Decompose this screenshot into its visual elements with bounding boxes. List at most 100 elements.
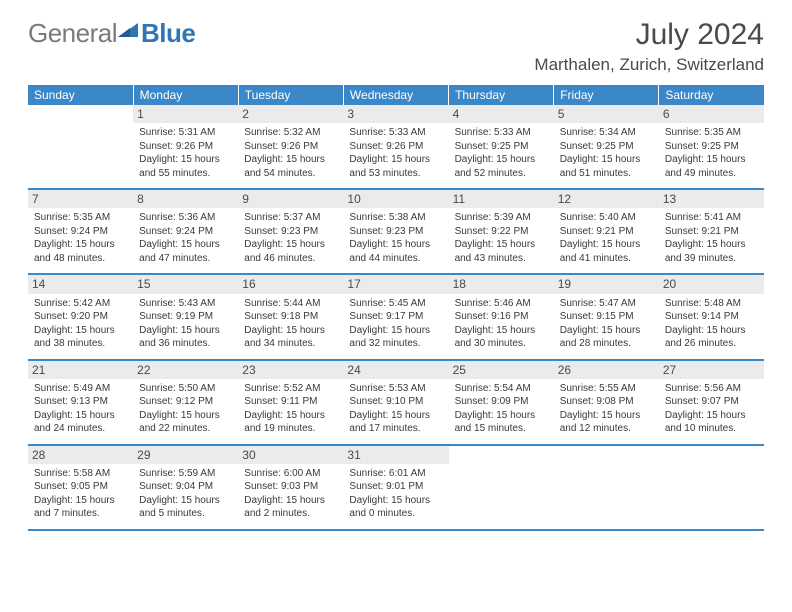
calendar-day-cell: 25Sunrise: 5:54 AMSunset: 9:09 PMDayligh…	[449, 360, 554, 445]
calendar-day-cell: 21Sunrise: 5:49 AMSunset: 9:13 PMDayligh…	[28, 360, 133, 445]
calendar-day-cell: 5Sunrise: 5:34 AMSunset: 9:25 PMDaylight…	[554, 105, 659, 189]
day-sunrise: Sunrise: 5:44 AM	[244, 297, 337, 311]
calendar-day-cell	[449, 445, 554, 530]
calendar-day-cell: 14Sunrise: 5:42 AMSunset: 9:20 PMDayligh…	[28, 274, 133, 359]
day-sunrise: Sunrise: 5:45 AM	[349, 297, 442, 311]
day-sunset: Sunset: 9:04 PM	[139, 480, 232, 494]
weekday-header: Thursday	[449, 85, 554, 105]
day-sunset: Sunset: 9:08 PM	[560, 395, 653, 409]
day-sunset: Sunset: 9:24 PM	[34, 225, 127, 239]
day-number: 27	[659, 361, 764, 379]
day-sunrise: Sunrise: 5:49 AM	[34, 382, 127, 396]
day-number: 14	[28, 275, 133, 293]
day-number: 25	[449, 361, 554, 379]
day-sunset: Sunset: 9:16 PM	[455, 310, 548, 324]
calendar-day-cell: 13Sunrise: 5:41 AMSunset: 9:21 PMDayligh…	[659, 189, 764, 274]
day-number: 7	[28, 190, 133, 208]
day-sunrise: Sunrise: 5:37 AM	[244, 211, 337, 225]
day-number: 2	[238, 105, 343, 123]
day-dl2: and 49 minutes.	[665, 167, 758, 181]
day-number: 5	[554, 105, 659, 123]
day-sunset: Sunset: 9:17 PM	[349, 310, 442, 324]
day-dl1: Daylight: 15 hours	[139, 494, 232, 508]
day-number: 20	[659, 275, 764, 293]
day-number: 11	[449, 190, 554, 208]
day-dl2: and 43 minutes.	[455, 252, 548, 266]
day-dl1: Daylight: 15 hours	[560, 153, 653, 167]
day-dl2: and 54 minutes.	[244, 167, 337, 181]
day-sunset: Sunset: 9:13 PM	[34, 395, 127, 409]
calendar-day-cell: 29Sunrise: 5:59 AMSunset: 9:04 PMDayligh…	[133, 445, 238, 530]
day-dl2: and 17 minutes.	[349, 422, 442, 436]
day-dl1: Daylight: 15 hours	[34, 494, 127, 508]
location-text: Marthalen, Zurich, Switzerland	[534, 55, 764, 75]
logo: General Blue	[28, 18, 195, 49]
day-sunset: Sunset: 9:21 PM	[665, 225, 758, 239]
day-sunrise: Sunrise: 5:53 AM	[349, 382, 442, 396]
day-number: 9	[238, 190, 343, 208]
day-dl2: and 41 minutes.	[560, 252, 653, 266]
calendar-day-cell: 3Sunrise: 5:33 AMSunset: 9:26 PMDaylight…	[343, 105, 448, 189]
day-sunset: Sunset: 9:12 PM	[139, 395, 232, 409]
day-dl1: Daylight: 15 hours	[455, 238, 548, 252]
day-dl2: and 10 minutes.	[665, 422, 758, 436]
day-dl1: Daylight: 15 hours	[560, 409, 653, 423]
day-dl1: Daylight: 15 hours	[665, 409, 758, 423]
calendar-day-cell: 4Sunrise: 5:33 AMSunset: 9:25 PMDaylight…	[449, 105, 554, 189]
day-dl1: Daylight: 15 hours	[244, 409, 337, 423]
day-dl1: Daylight: 15 hours	[139, 324, 232, 338]
day-dl1: Daylight: 15 hours	[34, 238, 127, 252]
day-sunset: Sunset: 9:26 PM	[244, 140, 337, 154]
day-dl1: Daylight: 15 hours	[665, 153, 758, 167]
day-dl2: and 30 minutes.	[455, 337, 548, 351]
logo-text-gray: General	[28, 18, 117, 49]
day-sunrise: Sunrise: 5:35 AM	[665, 126, 758, 140]
day-dl2: and 55 minutes.	[139, 167, 232, 181]
calendar-day-cell: 20Sunrise: 5:48 AMSunset: 9:14 PMDayligh…	[659, 274, 764, 359]
calendar-day-cell: 10Sunrise: 5:38 AMSunset: 9:23 PMDayligh…	[343, 189, 448, 274]
calendar-week-row: 14Sunrise: 5:42 AMSunset: 9:20 PMDayligh…	[28, 274, 764, 359]
day-sunset: Sunset: 9:03 PM	[244, 480, 337, 494]
day-sunrise: Sunrise: 5:58 AM	[34, 467, 127, 481]
day-dl2: and 19 minutes.	[244, 422, 337, 436]
day-number: 23	[238, 361, 343, 379]
calendar-table: SundayMondayTuesdayWednesdayThursdayFrid…	[28, 85, 764, 531]
day-sunrise: Sunrise: 5:40 AM	[560, 211, 653, 225]
title-block: July 2024 Marthalen, Zurich, Switzerland	[534, 18, 764, 75]
calendar-week-row: 1Sunrise: 5:31 AMSunset: 9:26 PMDaylight…	[28, 105, 764, 189]
day-sunset: Sunset: 9:24 PM	[139, 225, 232, 239]
day-sunrise: Sunrise: 6:01 AM	[349, 467, 442, 481]
day-sunrise: Sunrise: 5:50 AM	[139, 382, 232, 396]
day-number: 19	[554, 275, 659, 293]
day-dl1: Daylight: 15 hours	[244, 324, 337, 338]
day-dl2: and 51 minutes.	[560, 167, 653, 181]
calendar-day-cell: 2Sunrise: 5:32 AMSunset: 9:26 PMDaylight…	[238, 105, 343, 189]
day-number: 3	[343, 105, 448, 123]
day-dl2: and 24 minutes.	[34, 422, 127, 436]
day-sunset: Sunset: 9:23 PM	[244, 225, 337, 239]
calendar-day-cell: 15Sunrise: 5:43 AMSunset: 9:19 PMDayligh…	[133, 274, 238, 359]
day-dl1: Daylight: 15 hours	[560, 324, 653, 338]
calendar-day-cell: 31Sunrise: 6:01 AMSunset: 9:01 PMDayligh…	[343, 445, 448, 530]
day-dl1: Daylight: 15 hours	[244, 153, 337, 167]
day-number: 8	[133, 190, 238, 208]
calendar-day-cell: 30Sunrise: 6:00 AMSunset: 9:03 PMDayligh…	[238, 445, 343, 530]
day-sunset: Sunset: 9:18 PM	[244, 310, 337, 324]
calendar-day-cell	[554, 445, 659, 530]
calendar-header-row: SundayMondayTuesdayWednesdayThursdayFrid…	[28, 85, 764, 105]
day-number: 4	[449, 105, 554, 123]
day-sunrise: Sunrise: 5:36 AM	[139, 211, 232, 225]
calendar-day-cell: 12Sunrise: 5:40 AMSunset: 9:21 PMDayligh…	[554, 189, 659, 274]
day-sunrise: Sunrise: 5:34 AM	[560, 126, 653, 140]
calendar-day-cell: 16Sunrise: 5:44 AMSunset: 9:18 PMDayligh…	[238, 274, 343, 359]
day-dl1: Daylight: 15 hours	[349, 494, 442, 508]
day-sunset: Sunset: 9:11 PM	[244, 395, 337, 409]
day-dl2: and 0 minutes.	[349, 507, 442, 521]
day-dl2: and 26 minutes.	[665, 337, 758, 351]
calendar-week-row: 7Sunrise: 5:35 AMSunset: 9:24 PMDaylight…	[28, 189, 764, 274]
day-sunset: Sunset: 9:10 PM	[349, 395, 442, 409]
day-sunrise: Sunrise: 5:38 AM	[349, 211, 442, 225]
calendar-day-cell: 28Sunrise: 5:58 AMSunset: 9:05 PMDayligh…	[28, 445, 133, 530]
day-sunrise: Sunrise: 5:39 AM	[455, 211, 548, 225]
calendar-day-cell: 27Sunrise: 5:56 AMSunset: 9:07 PMDayligh…	[659, 360, 764, 445]
